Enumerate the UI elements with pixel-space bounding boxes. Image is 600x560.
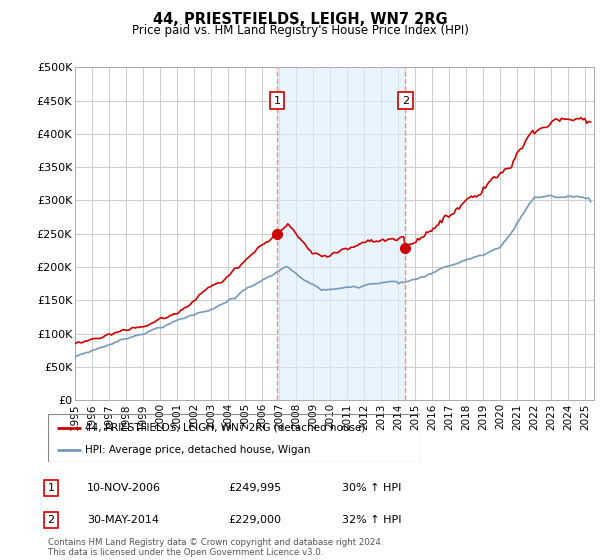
Text: £229,000: £229,000 bbox=[228, 515, 281, 525]
Text: 44, PRIESTFIELDS, LEIGH, WN7 2RG: 44, PRIESTFIELDS, LEIGH, WN7 2RG bbox=[152, 12, 448, 27]
Text: 2: 2 bbox=[47, 515, 55, 525]
Text: Price paid vs. HM Land Registry's House Price Index (HPI): Price paid vs. HM Land Registry's House … bbox=[131, 24, 469, 36]
Text: 1: 1 bbox=[274, 96, 280, 105]
Text: 30-MAY-2014: 30-MAY-2014 bbox=[87, 515, 159, 525]
Bar bbox=[277, 67, 406, 400]
Text: 1: 1 bbox=[47, 483, 55, 493]
Text: £249,995: £249,995 bbox=[228, 483, 281, 493]
Text: 32% ↑ HPI: 32% ↑ HPI bbox=[342, 515, 401, 525]
Text: 2: 2 bbox=[402, 96, 409, 105]
Text: HPI: Average price, detached house, Wigan: HPI: Average price, detached house, Wiga… bbox=[85, 445, 311, 455]
Text: 30% ↑ HPI: 30% ↑ HPI bbox=[342, 483, 401, 493]
Text: Contains HM Land Registry data © Crown copyright and database right 2024.
This d: Contains HM Land Registry data © Crown c… bbox=[48, 538, 383, 557]
Text: 10-NOV-2006: 10-NOV-2006 bbox=[87, 483, 161, 493]
Text: 44, PRIESTFIELDS, LEIGH, WN7 2RG (detached house): 44, PRIESTFIELDS, LEIGH, WN7 2RG (detach… bbox=[85, 423, 365, 433]
